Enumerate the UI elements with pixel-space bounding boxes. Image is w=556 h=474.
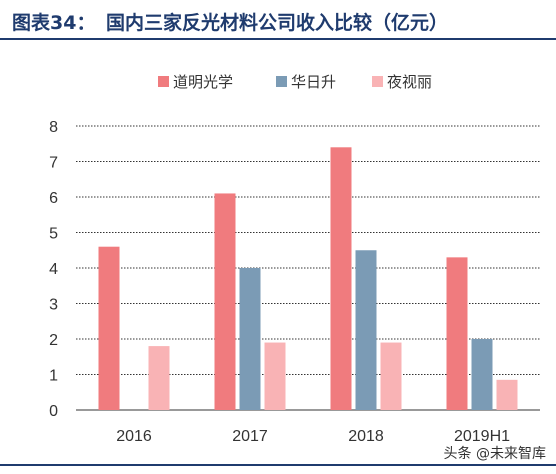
- bar: [380, 342, 402, 410]
- x-tick-label: 2017: [232, 428, 268, 445]
- bar: [471, 339, 493, 410]
- bar: [98, 246, 120, 410]
- figure-title: 国内三家反光材料公司收入比较（亿元）: [106, 12, 449, 34]
- figure-label: 图表34：: [12, 12, 96, 34]
- bar: [264, 342, 286, 410]
- y-tick-label: 5: [49, 226, 58, 243]
- legend-label: 夜视丽: [387, 73, 432, 91]
- legend-swatch: [158, 76, 169, 87]
- y-tick-label: 2: [49, 332, 58, 349]
- y-tick-label: 4: [49, 261, 58, 278]
- bar: [239, 268, 261, 410]
- bar: [355, 250, 377, 410]
- legend-swatch: [372, 76, 383, 87]
- y-tick-label: 1: [49, 368, 58, 385]
- watermark: 头条 @未来智库: [443, 446, 546, 462]
- legend-swatch: [276, 76, 287, 87]
- x-tick-label: 2016: [116, 428, 152, 445]
- y-tick-label: 7: [49, 155, 58, 172]
- figure-header: 图表34： 国内三家反光材料公司收入比较（亿元）: [0, 0, 556, 40]
- y-tick-label: 6: [49, 190, 58, 207]
- y-tick-label: 8: [49, 119, 58, 136]
- bar: [148, 346, 170, 410]
- y-tick-label: 3: [49, 297, 58, 314]
- footer-rule: [0, 464, 556, 466]
- legend-label: 道明光学: [173, 73, 233, 91]
- bar: [214, 193, 236, 410]
- bar: [446, 257, 468, 410]
- bar: [496, 379, 518, 410]
- y-tick-label: 0: [49, 403, 58, 420]
- legend-label: 华日升: [291, 73, 336, 91]
- x-tick-label: 2018: [348, 428, 384, 445]
- bar: [330, 147, 352, 411]
- x-tick-label: 2019H1: [454, 428, 510, 445]
